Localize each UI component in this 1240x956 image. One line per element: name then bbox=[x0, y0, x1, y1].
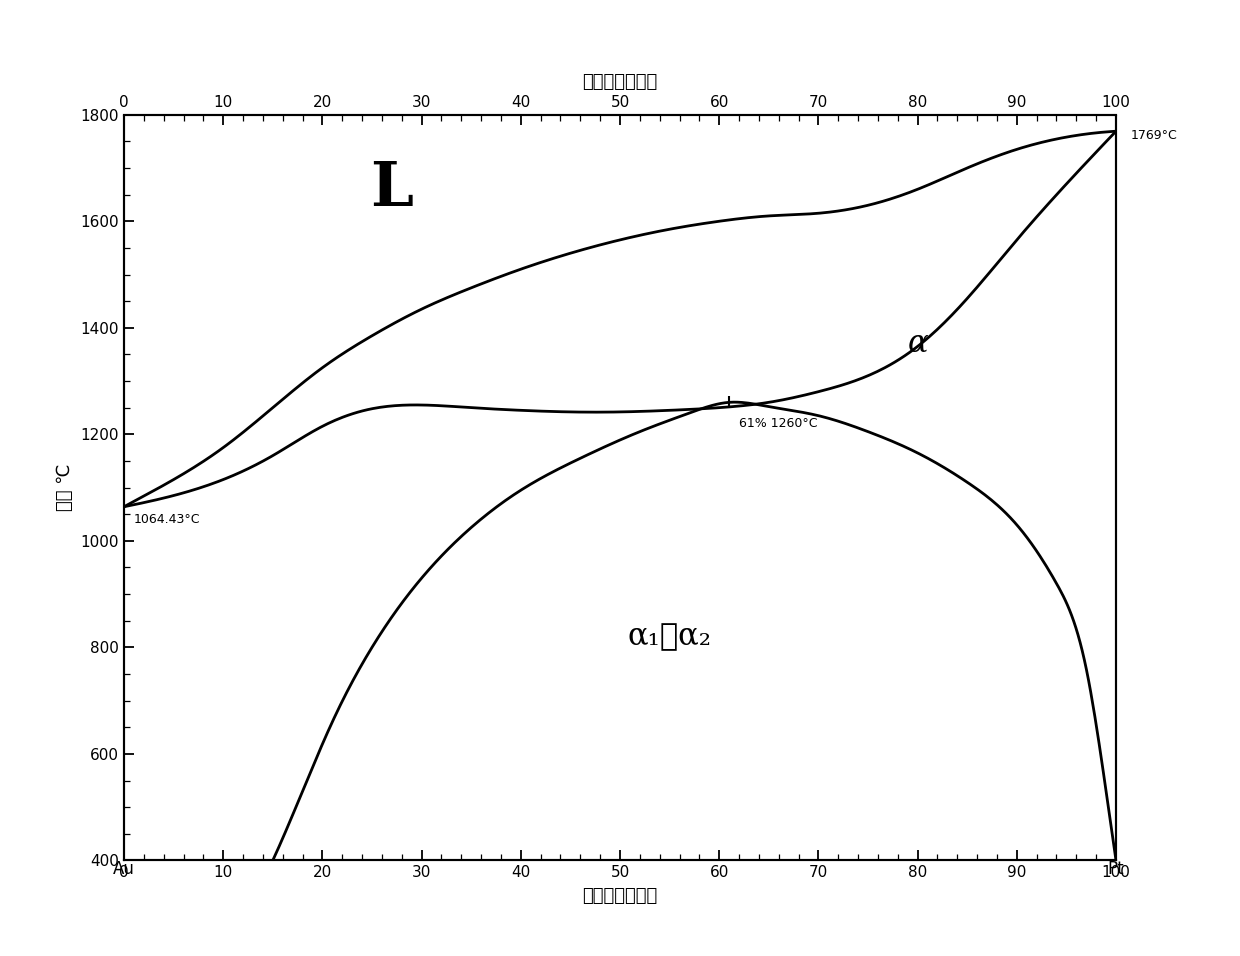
X-axis label: 铂的重量百分比: 铂的重量百分比 bbox=[583, 73, 657, 91]
Text: α: α bbox=[908, 328, 928, 359]
Text: Au: Au bbox=[113, 859, 135, 878]
Text: 1064.43°C: 1064.43°C bbox=[134, 513, 201, 526]
Text: 61% 1260°C: 61% 1260°C bbox=[739, 417, 817, 430]
X-axis label: 铂的原子百分比: 铂的原子百分比 bbox=[583, 887, 657, 905]
Y-axis label: 温度 ℃: 温度 ℃ bbox=[56, 464, 73, 511]
Text: 1769°C: 1769°C bbox=[1131, 129, 1178, 141]
Text: α₁＋α₂: α₁＋α₂ bbox=[627, 621, 712, 652]
Text: Pt: Pt bbox=[1107, 859, 1125, 878]
Text: L: L bbox=[371, 160, 413, 219]
